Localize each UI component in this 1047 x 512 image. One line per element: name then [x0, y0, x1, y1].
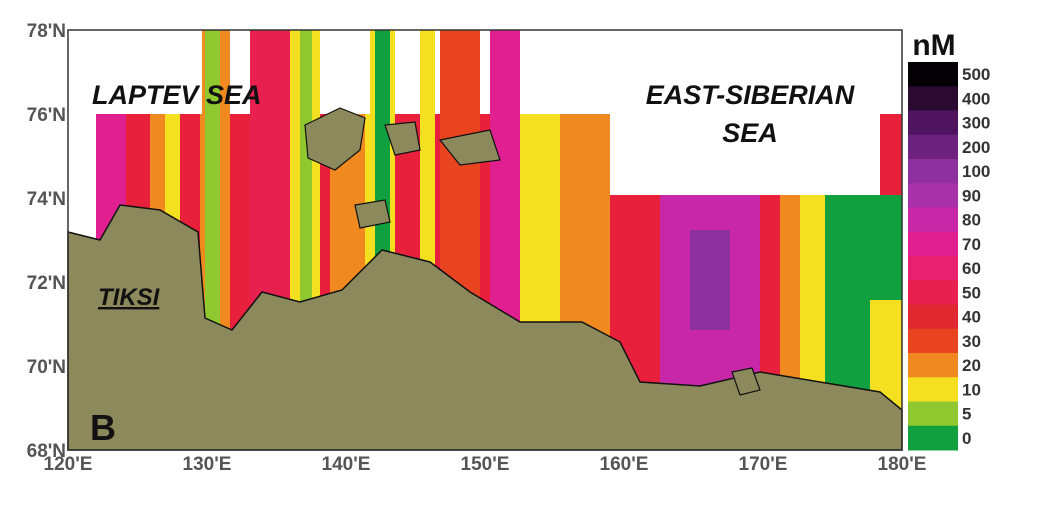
colorbar-label: 300	[962, 114, 990, 133]
colorbar-swatch	[908, 110, 958, 136]
colorbar-label: 60	[962, 259, 981, 278]
colorbar-swatch	[908, 425, 958, 451]
lon-tick-label: 160'E	[600, 454, 649, 475]
colorbar-label: 200	[962, 138, 990, 157]
lat-tick-label: 70'N	[27, 357, 66, 378]
lon-tick-label: 180'E	[878, 454, 927, 475]
lat-tick-label: 76'N	[27, 105, 66, 126]
colorbar-label: 80	[962, 211, 981, 230]
colorbar-label: 100	[962, 162, 990, 181]
colorbar-label: 50	[962, 283, 981, 302]
colorbar-label: 20	[962, 356, 981, 375]
lat-tick-label: 74'N	[27, 189, 66, 210]
colorbar-swatch	[908, 401, 958, 427]
region-label: SEA	[722, 118, 778, 148]
colorbar-swatch	[908, 328, 958, 354]
lat-tick-label: 68'N	[27, 441, 66, 462]
colorbar-label: 500	[962, 65, 990, 84]
lat-tick-label: 72'N	[27, 273, 66, 294]
colorbar-swatch	[908, 377, 958, 402]
colorbar-label: 40	[962, 308, 981, 327]
lon-tick-label: 170'E	[739, 454, 788, 475]
lon-tick-label: 120'E	[44, 454, 93, 475]
place-label: TIKSI	[98, 284, 161, 311]
region-label: LAPTEV SEA	[92, 80, 262, 110]
map-field	[67, 29, 903, 451]
colorbar-swatch	[908, 159, 958, 184]
colorbar-label: 400	[962, 89, 990, 108]
colorbar-swatch	[908, 304, 958, 330]
colorbar-swatch	[908, 86, 958, 111]
lat-tick-label: 78'N	[27, 21, 66, 42]
lon-tick-label: 150'E	[461, 454, 510, 475]
colorbar-swatch	[908, 134, 958, 160]
lon-tick-label: 140'E	[322, 454, 371, 475]
colorbar-label: 70	[962, 235, 981, 254]
panel-label: B	[90, 407, 116, 448]
colorbar-swatch	[908, 183, 958, 208]
colorbar-swatch	[908, 207, 958, 233]
colorbar-label: 30	[962, 332, 981, 351]
unit-label: nM	[912, 29, 955, 62]
colorbar-label: 90	[962, 186, 981, 205]
colorbar-swatch	[908, 256, 958, 281]
colorbar-swatch	[908, 280, 958, 305]
colorbar-label: 10	[962, 380, 981, 399]
region-label: EAST-SIBERIAN	[646, 80, 855, 110]
colorbar-label: 0	[962, 429, 971, 448]
colorbar-swatch	[908, 62, 958, 87]
colorbar-swatch	[908, 231, 958, 257]
colorbar-label: 5	[962, 405, 971, 424]
lon-tick-label: 130'E	[183, 454, 232, 475]
colorbar-swatch	[908, 353, 958, 378]
